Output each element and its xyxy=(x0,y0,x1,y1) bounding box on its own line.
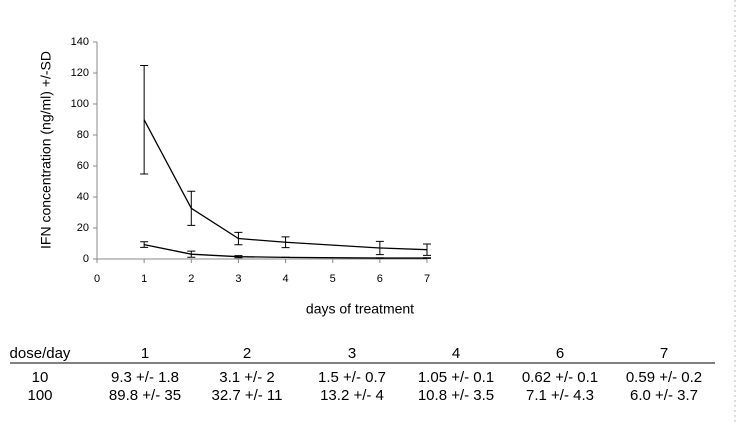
error-bar xyxy=(187,190,196,226)
table-cell: 3.1 +/- 2 xyxy=(219,369,274,386)
y-tick-label: 140 xyxy=(71,36,89,48)
table-cell: 10.8 +/- 3.5 xyxy=(418,387,494,404)
table-header-cell: 2 xyxy=(243,345,251,362)
y-tick-label: 20 xyxy=(77,222,89,234)
x-tick-label: 1 xyxy=(141,273,147,285)
x-tick-label: 2 xyxy=(188,273,194,285)
y-tick-label: 0 xyxy=(83,253,89,265)
error-bar xyxy=(234,255,243,259)
error-bar xyxy=(375,240,384,256)
table-cell: 32.7 +/- 11 xyxy=(211,387,282,404)
y-tick-label: 40 xyxy=(77,191,89,203)
y-tick-label: 80 xyxy=(77,129,89,141)
error-bar xyxy=(140,65,149,175)
table-cell: 9.3 +/- 1.8 xyxy=(111,369,179,386)
table-header-cell: dose/day xyxy=(10,345,71,362)
x-tick-label: 5 xyxy=(330,273,336,285)
x-tick-label: 4 xyxy=(283,273,289,285)
table-header-cell: 4 xyxy=(452,345,460,362)
y-tick-label: 60 xyxy=(77,160,89,172)
error-bar xyxy=(234,231,243,246)
error-bar xyxy=(140,241,149,248)
table-cell: 13.2 +/- 4 xyxy=(320,387,384,404)
y-tick-label: 120 xyxy=(71,67,89,79)
series-line xyxy=(143,119,428,251)
error-bar xyxy=(281,236,290,249)
series-line xyxy=(144,243,428,259)
table-cell: 89.8 +/- 35 xyxy=(109,387,181,404)
table-header-cell: 6 xyxy=(556,345,564,362)
x-tick-label: 0 xyxy=(94,273,100,285)
y-tick-label: 100 xyxy=(71,98,89,110)
table-header-cell: 1 xyxy=(141,345,149,362)
x-axis-label: days of treatment xyxy=(306,301,414,317)
table-cell: 0.59 +/- 0.2 xyxy=(626,369,702,386)
error-bar xyxy=(187,250,196,258)
table-cell: 100 xyxy=(27,387,52,404)
table-cell: 6.0 +/- 3.7 xyxy=(630,387,698,404)
table-cell: 7.1 +/- 4.3 xyxy=(526,387,594,404)
table-cell: 1.5 +/- 0.7 xyxy=(318,369,386,386)
error-bar xyxy=(423,243,431,256)
x-tick-label: 7 xyxy=(424,273,430,285)
table-cell: 1.05 +/- 0.1 xyxy=(418,369,494,386)
x-tick-label: 6 xyxy=(377,273,383,285)
x-tick-label: 3 xyxy=(235,273,241,285)
table-header-cell: 7 xyxy=(660,345,668,362)
error-bar xyxy=(423,257,431,259)
y-axis-label: IFN concentration (ng/ml) +/-SD xyxy=(38,51,54,249)
table-cell: 0.62 +/- 0.1 xyxy=(522,369,598,386)
table-cell: 10 xyxy=(32,369,49,386)
table-header-cell: 3 xyxy=(348,345,356,362)
